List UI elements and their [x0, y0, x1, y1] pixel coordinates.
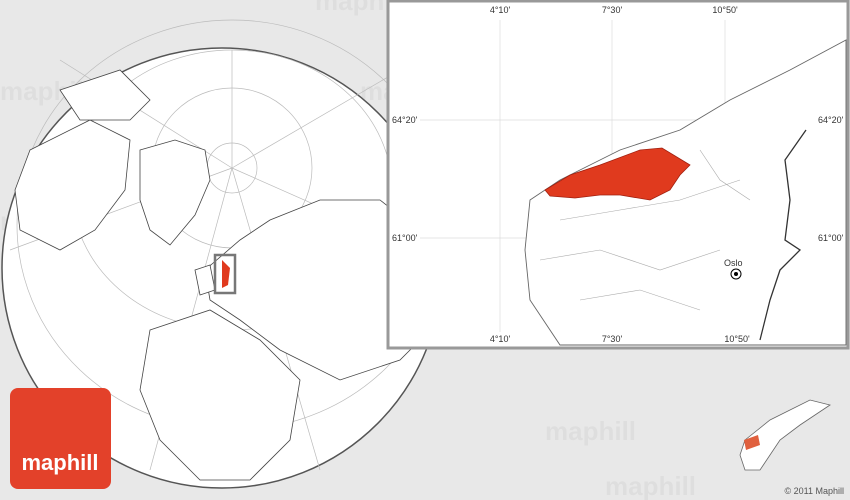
longitude-label: 10°50'	[712, 5, 738, 15]
inset-locator	[213, 253, 237, 295]
longitude-label: 7°30'	[602, 5, 623, 15]
land	[524, 39, 847, 346]
longitude-label: 7°30'	[602, 334, 623, 344]
city-label: Oslo	[724, 258, 743, 268]
country-locator	[739, 399, 831, 471]
logo-text: maphill	[21, 450, 98, 475]
latitude-label: 61°00'	[392, 233, 418, 243]
logo[interactable]: maphill	[10, 388, 111, 489]
city-marker	[734, 272, 738, 276]
longitude-label: 10°50'	[724, 334, 750, 344]
highlighted-region	[544, 147, 691, 201]
latitude-label: 64°20'	[818, 115, 844, 125]
border	[759, 129, 807, 341]
globe	[1, 19, 448, 489]
watermark: maphill	[315, 0, 406, 16]
inset-map: 4°10' 7°30' 10°50' 4°10' 7°30' 10°50' 64…	[386, 0, 850, 350]
latitude-label: 61°00'	[818, 233, 844, 243]
copyright: © 2011 Maphill	[785, 486, 845, 496]
region-marker	[222, 260, 230, 288]
latitude-label: 64°20'	[392, 115, 418, 125]
watermark: maphill	[605, 471, 696, 500]
longitude-label: 4°10'	[490, 5, 511, 15]
longitude-label: 4°10'	[490, 334, 511, 344]
watermark: maphill	[545, 416, 636, 446]
